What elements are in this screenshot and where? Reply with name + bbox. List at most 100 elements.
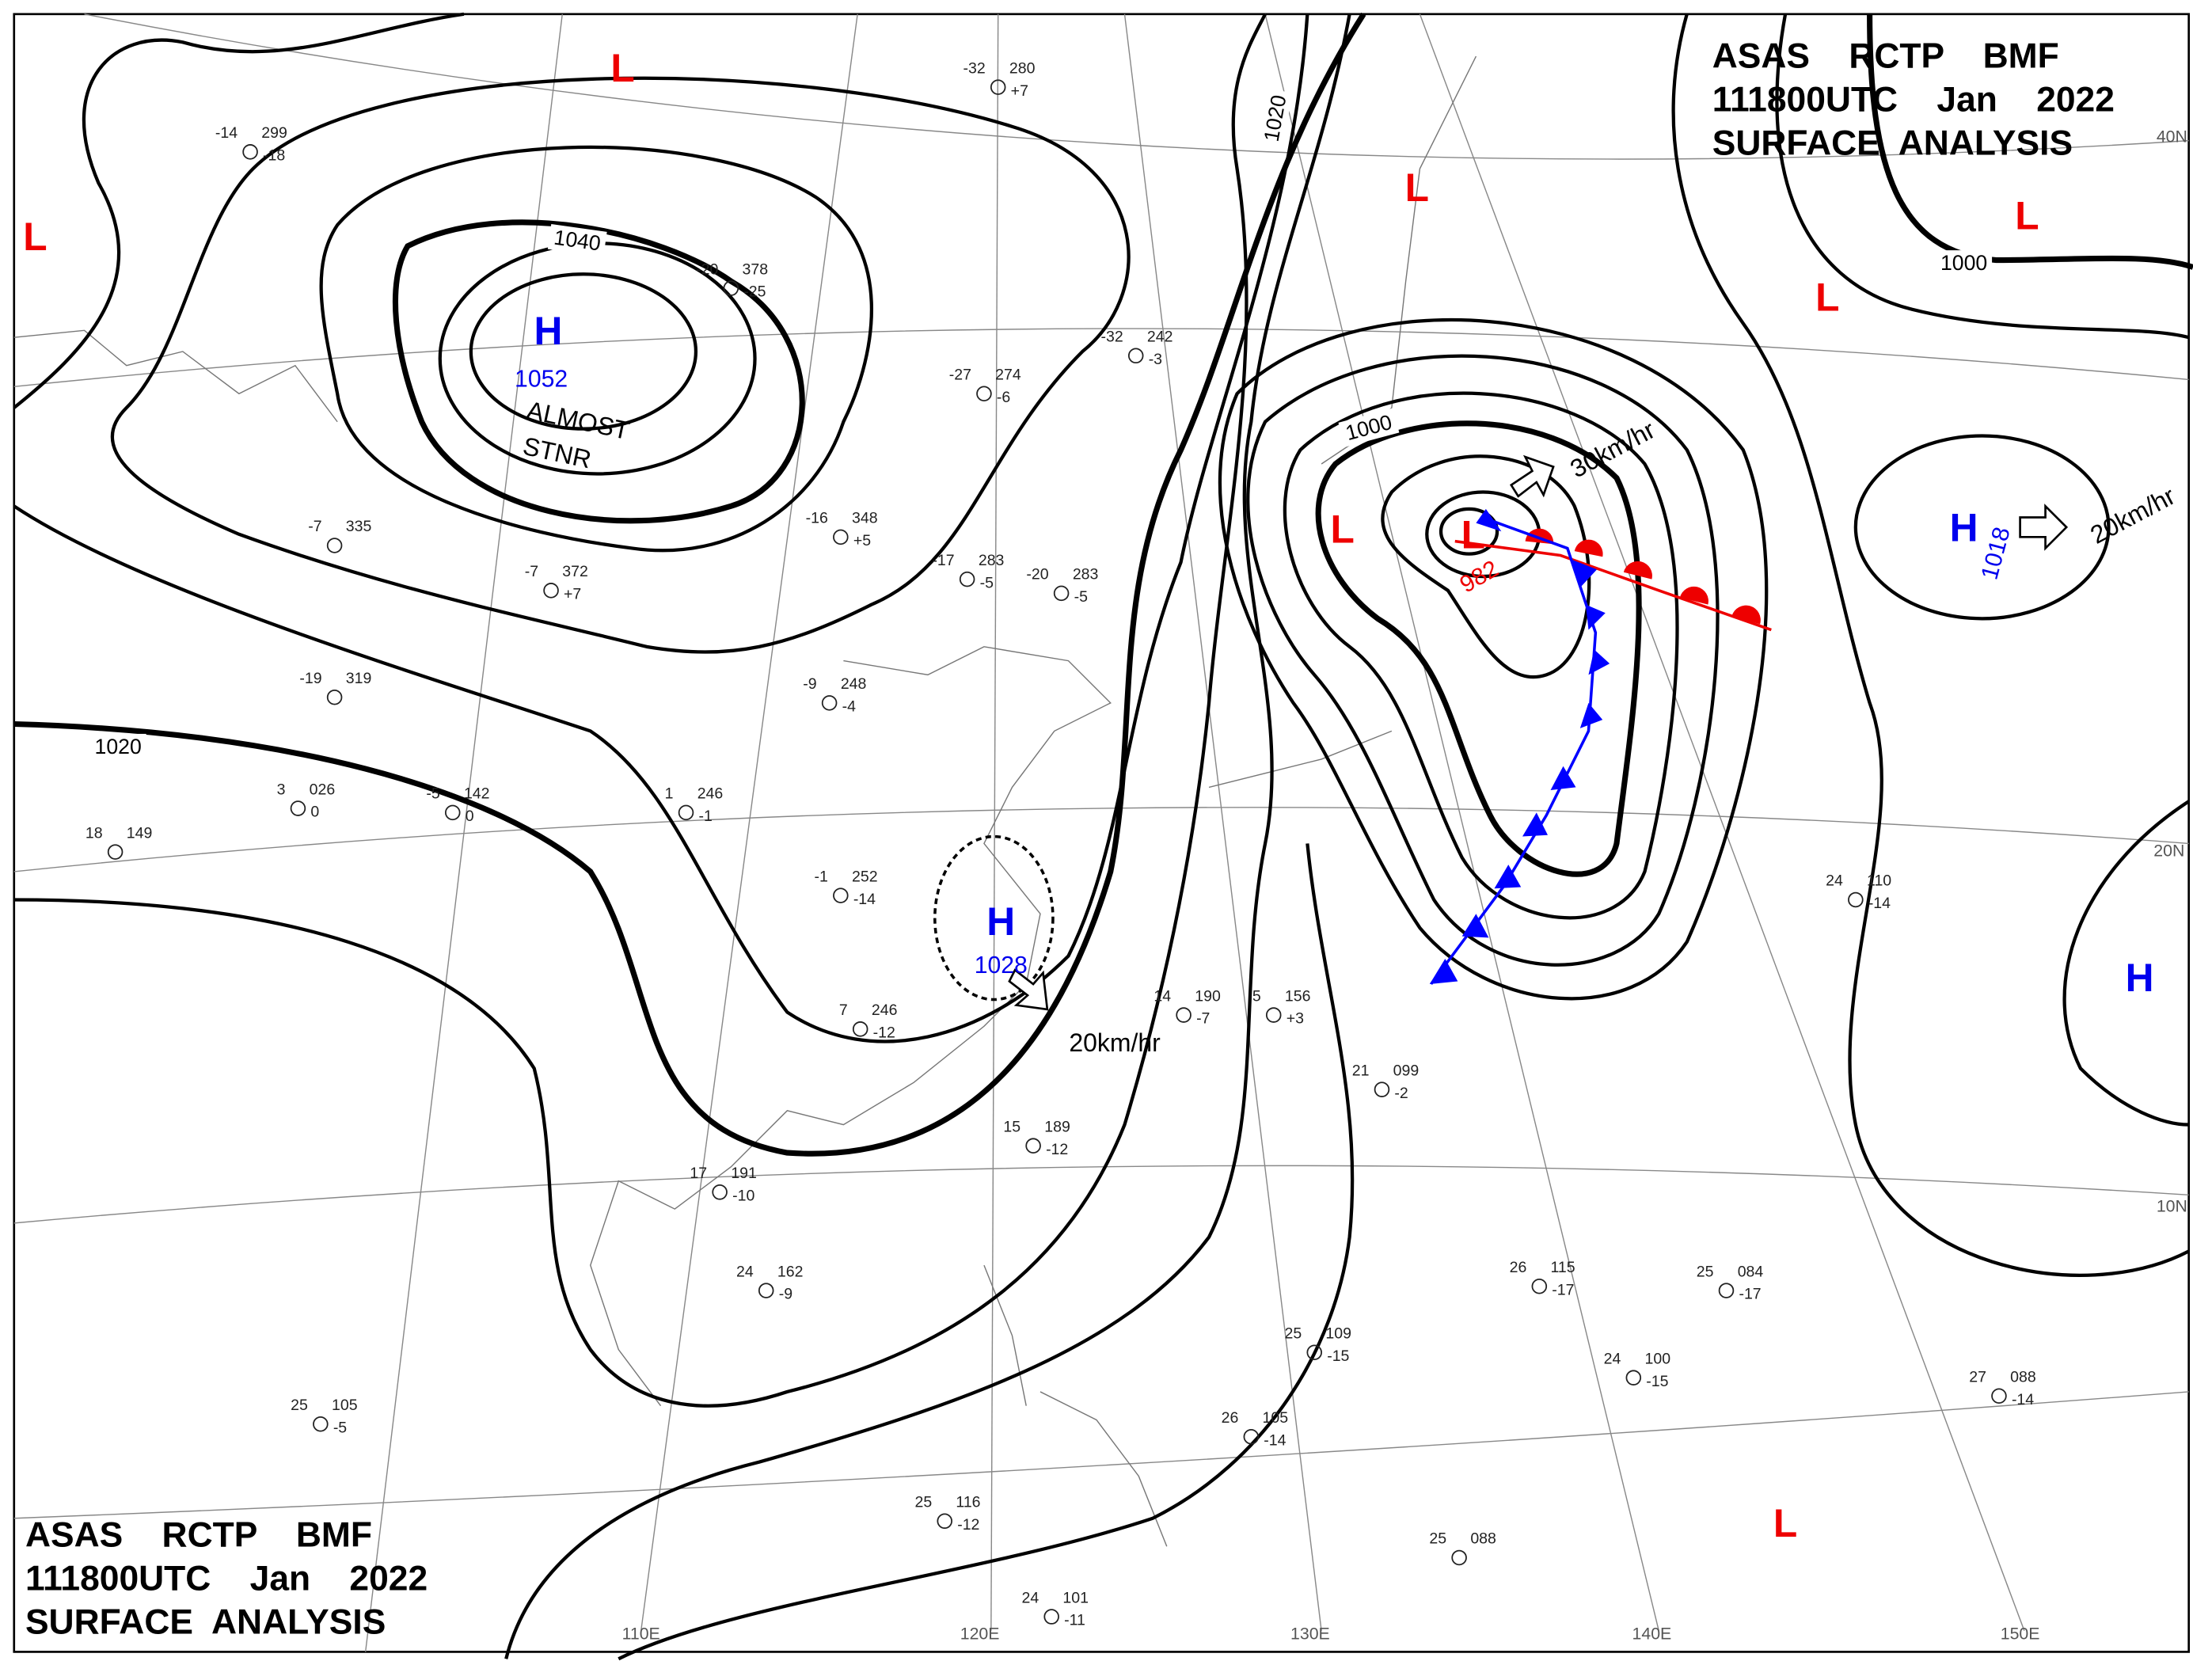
station-plot: -14 299 -18 (215, 124, 287, 164)
station-plot: 24 162 -9 (736, 1263, 803, 1302)
station-temp: 15 (1003, 1118, 1020, 1135)
station-pressure: 084 (1738, 1263, 1764, 1280)
station-tendency: -12 (873, 1024, 895, 1041)
station-temp: 25 (1697, 1263, 1714, 1280)
station-tendency: -25 (743, 283, 766, 301)
central-pressure: 1052 (515, 366, 568, 392)
station-tendency: -18 (263, 146, 285, 164)
station-circle (1374, 1081, 1390, 1097)
isobar (1283, 391, 1679, 920)
lat-line (13, 807, 2189, 872)
lon-line (364, 13, 563, 1652)
isobar (1775, 13, 2190, 340)
station-plot: -7 335 (308, 518, 372, 553)
station-pressure: 191 (731, 1165, 757, 1182)
station-circle (723, 280, 739, 296)
station-plot: -7 372 +7 (525, 563, 588, 602)
station-pressure: 156 (1285, 987, 1311, 1005)
station-circle (1848, 891, 1864, 908)
station-pressure: 110 (1867, 872, 1891, 890)
lon-line (1264, 13, 1659, 1631)
station-plot: 25 116 -12 (915, 1494, 981, 1534)
station-tendency: -3 (1149, 351, 1162, 368)
station-plot: 21 099 -2 (1352, 1062, 1419, 1101)
low-marker: L (1773, 1501, 1797, 1545)
station-temp: 25 (915, 1494, 933, 1511)
station-temp: -32 (963, 59, 986, 77)
isobars (13, 12, 2193, 1661)
motion-arrow (1509, 454, 1555, 498)
station-pressure: 116 (956, 1494, 980, 1511)
isobar-label-bg (89, 733, 146, 759)
isobar-label-bg (1936, 250, 1993, 276)
station-pressure: 142 (464, 785, 490, 803)
station-temp: 24 (1604, 1350, 1621, 1367)
isobar (13, 12, 465, 409)
station-pressure: 248 (841, 675, 867, 693)
isobar (110, 76, 1131, 654)
isobar-label: 1020 (95, 735, 142, 758)
station-circle (107, 844, 124, 860)
station-pressure: 252 (852, 868, 878, 885)
station-temp: -1 (814, 868, 827, 885)
station-circle (990, 79, 1006, 95)
station-circle (1718, 1283, 1735, 1298)
station-tendency: -12 (957, 1516, 979, 1534)
isobar (618, 843, 1355, 1661)
station-plot: 18 149 (86, 824, 152, 860)
station-tendency: -14 (2012, 1391, 2034, 1408)
station-plot: 15 189 -12 (1003, 1118, 1070, 1157)
station-plot: 24 101 -11 (1021, 1589, 1088, 1629)
station-pressure: 274 (995, 366, 1021, 383)
station-pressure: 099 (1393, 1062, 1420, 1079)
station-pressure: 335 (346, 518, 372, 535)
station-tendency: -12 (1046, 1141, 1068, 1158)
graticule (13, 13, 2189, 1652)
station-tendency: -1 (698, 808, 712, 825)
station-plot: -20 378 -25 (696, 260, 768, 300)
lat-line (13, 1391, 2189, 1519)
station-pressure: 283 (1073, 566, 1099, 583)
station-tendency: 0 (466, 808, 474, 825)
station-temp: -7 (525, 563, 538, 580)
station-pressure: 109 (1325, 1325, 1351, 1342)
lon-line (1123, 13, 1322, 1631)
station-temp: 24 (1021, 1589, 1039, 1606)
station-plot: 25 084 -17 (1697, 1263, 1764, 1302)
station-pressure: 189 (1044, 1118, 1070, 1135)
isobar (13, 13, 1267, 1408)
station-pressure: 299 (261, 124, 287, 142)
station-tendency: -14 (1264, 1431, 1286, 1449)
station-pressure: 101 (1062, 1589, 1089, 1606)
isobar (392, 219, 805, 524)
station-circle (976, 386, 992, 402)
station-circle (1451, 1549, 1467, 1566)
warm-front-symbols (1525, 528, 1761, 625)
isobar (1439, 507, 1499, 556)
station-plot: -27 274 -6 (949, 366, 1021, 405)
station-tendency: +5 (853, 532, 871, 549)
station-pressure: 246 (872, 1002, 898, 1019)
header-line: SURFACE ANALYSIS (1712, 124, 2073, 162)
station-tendency: +7 (1011, 82, 1028, 100)
station-circle (758, 1283, 774, 1298)
station-plot: 26 105 -14 (1222, 1409, 1289, 1449)
station-temp: -5 (426, 785, 439, 803)
station-pressure: 105 (1263, 1409, 1289, 1427)
isobar-label: 1000 (1940, 251, 1987, 275)
station-pressure: 190 (1195, 987, 1221, 1005)
station-pressure: 088 (2010, 1369, 2036, 1386)
station-pressure: 283 (979, 552, 1005, 569)
station-plot: 24 110 -14 (1826, 872, 1891, 912)
station-plot: -32 280 +7 (963, 59, 1036, 99)
station-circle (1531, 1279, 1548, 1294)
high-outline (933, 834, 1055, 1002)
station-tendency: -2 (1394, 1085, 1408, 1102)
longitude-label: 140E (1632, 1624, 1672, 1643)
central-pressure: 1028 (975, 952, 1028, 979)
station-plot: -17 283 -5 (932, 552, 1004, 591)
station-pressure: 378 (743, 260, 769, 278)
station-circle (1625, 1370, 1642, 1385)
station-temp: 25 (291, 1397, 308, 1414)
station-temp: 18 (86, 824, 103, 842)
